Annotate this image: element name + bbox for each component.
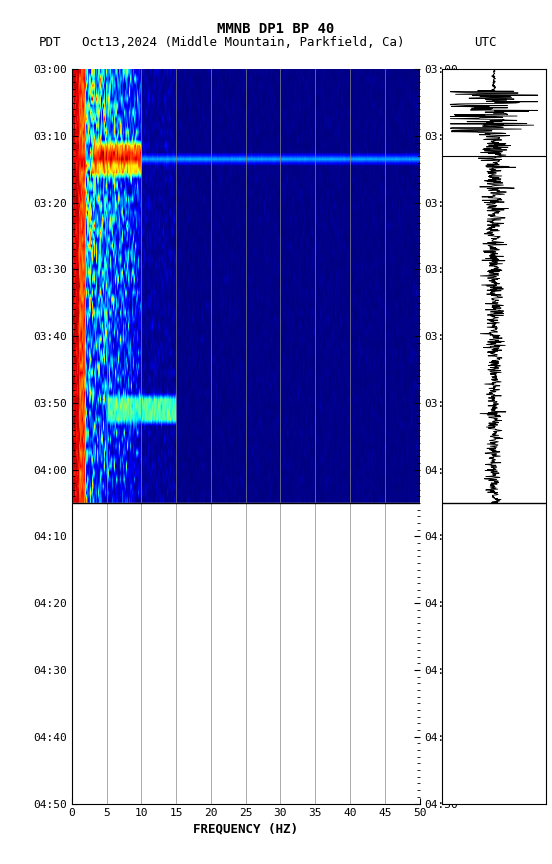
Bar [72,503,420,804]
X-axis label: FREQUENCY (HZ): FREQUENCY (HZ) [193,823,298,835]
Text: UTC: UTC [475,36,497,49]
Text: Oct13,2024 (Middle Mountain, Parkfield, Ca): Oct13,2024 (Middle Mountain, Parkfield, … [82,36,404,49]
Text: PDT: PDT [39,36,61,49]
Text: MMNB DP1 BP 40: MMNB DP1 BP 40 [217,22,335,35]
